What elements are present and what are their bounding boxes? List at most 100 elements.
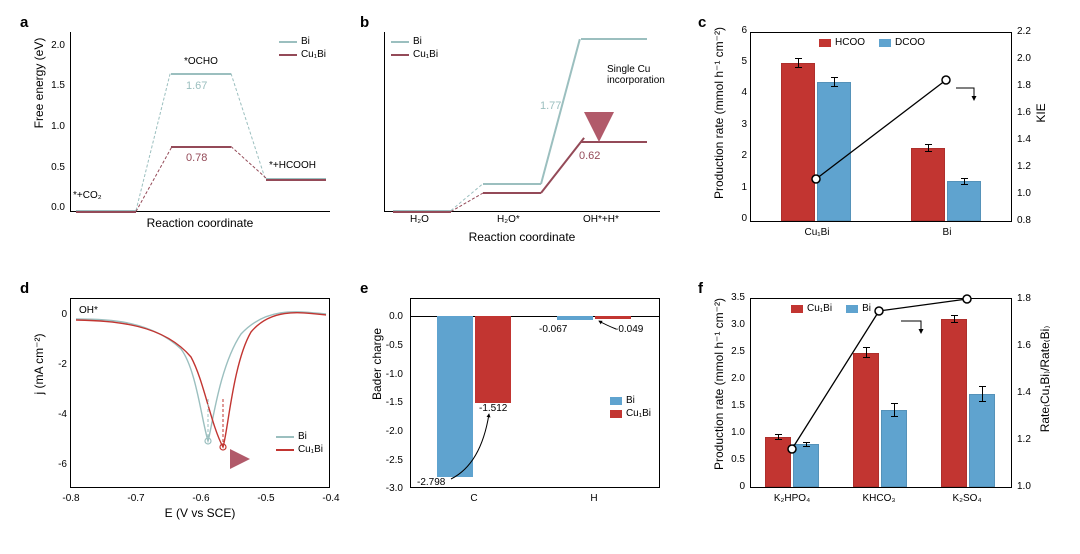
b-legend-bi: Bi xyxy=(391,36,438,47)
e-label-h-bi: -0.067 xyxy=(539,324,567,335)
panel-f-label: f xyxy=(698,280,703,297)
ytick: 0.0 xyxy=(35,202,65,213)
e-legend-bi-label: Bi xyxy=(626,395,635,406)
panel-d: d 0 -2 -4 -6 -0.8 -0.7 -0.6 -0.5 -0.4 xyxy=(20,284,350,534)
step-cubi-r1 xyxy=(136,147,172,211)
d-xtick: -0.8 xyxy=(62,493,79,504)
c-xtick: Bi xyxy=(943,227,952,238)
b-species-2: OH*+H* xyxy=(583,214,619,225)
d-legend-cubi: Cu₁Bi xyxy=(276,444,323,455)
legend-line-icon xyxy=(391,41,409,43)
c-ytick-r: 1.8 xyxy=(1017,80,1031,91)
swatch-icon xyxy=(879,39,891,47)
swatch-icon xyxy=(610,397,622,405)
panel-c-label: c xyxy=(698,14,706,31)
f-ytick-r: 1.2 xyxy=(1017,434,1031,445)
step-cubi-0 xyxy=(76,211,136,213)
f-ytick-r: 1.0 xyxy=(1017,481,1031,492)
f-xtick: KHCO₃ xyxy=(863,493,896,504)
panel-b-xlabel: Reaction coordinate xyxy=(384,230,660,244)
f-xtick: K₂HPO₄ xyxy=(774,493,810,504)
panel-c-legend: HCOO DCOO xyxy=(819,37,925,50)
d-legend-cubi-label: Cu₁Bi xyxy=(298,444,323,455)
e-legend-bi: Bi xyxy=(610,395,651,406)
f-legend-bi: Bi xyxy=(846,303,871,314)
panel-d-legend: Bi Cu₁Bi xyxy=(276,431,323,457)
c-ytick-r: 2.2 xyxy=(1017,26,1031,37)
e-ytick: -3.0 xyxy=(373,483,403,494)
panel-d-xlabel: E (V vs SCE) xyxy=(70,506,330,520)
b-species-1: H₂O* xyxy=(497,214,520,225)
f-legend-cubi: Cu₁Bi xyxy=(791,303,832,314)
b-legend-cubi-label: Cu₁Bi xyxy=(413,49,438,60)
panel-d-plot: 0 -2 -4 -6 -0.8 -0.7 -0.6 -0.5 -0.4 xyxy=(70,298,330,488)
d-ytick: -6 xyxy=(37,459,67,470)
d-xtick: -0.6 xyxy=(192,493,209,504)
f-xtick: K₂SO₄ xyxy=(952,493,981,504)
step-bi-r1 xyxy=(136,74,171,211)
panel-b-plot: Single Cu incorporation 1.77 0.62 H₂O H₂… xyxy=(384,32,660,212)
panel-e-ylabel: Bader charge xyxy=(370,289,384,439)
panel-f-ylabel-right: Rate₍Cu₁Bi₎/Rate₍Bi₎ xyxy=(1038,289,1052,469)
b-species-0: H₂O xyxy=(410,214,429,225)
e-legend-cubi: Cu₁Bi xyxy=(610,408,651,419)
b-legend-bi-label: Bi xyxy=(413,36,422,47)
value-cubi: 0.78 xyxy=(186,152,207,164)
panel-c: c 0 1 2 3 4 5 6 0.8 1.0 1.2 1.4 1.6 1.8 … xyxy=(698,18,1063,263)
panel-b-label: b xyxy=(360,14,369,31)
legend-cubi: Cu₁Bi xyxy=(279,49,326,60)
species-1: *OCHO xyxy=(184,56,218,67)
legend-line-icon xyxy=(276,436,294,438)
panel-e-label: e xyxy=(360,280,368,297)
panel-f-legend: Cu₁Bi Bi xyxy=(791,303,871,316)
step-cubi-1 xyxy=(171,146,231,148)
panel-d-curves xyxy=(71,299,331,489)
panel-a-ylabel: Free energy (eV) xyxy=(32,0,46,168)
swatch-icon xyxy=(791,305,803,313)
legend-line-icon xyxy=(279,54,297,56)
e-label-h-cubi: -0.049 xyxy=(615,324,643,335)
panel-b: b xyxy=(360,18,680,263)
panel-c-plot: 0 1 2 3 4 5 6 0.8 1.0 1.2 1.4 1.6 1.8 2.… xyxy=(750,32,1012,222)
swatch-icon xyxy=(846,305,858,313)
e-label-c-bi: -2.798 xyxy=(417,477,445,488)
c-legend-dcoo: DCOO xyxy=(879,37,925,48)
e-xtick: C xyxy=(470,493,477,504)
panel-a-legend: Bi Cu₁Bi xyxy=(279,36,326,62)
f-legend-bi-label: Bi xyxy=(862,303,871,314)
e-label-c-cubi: -1.512 xyxy=(479,403,507,414)
b-value-bottom: 0.62 xyxy=(579,150,600,162)
species-0: *+CO₂ xyxy=(73,190,102,201)
c-legend-hcoo: HCOO xyxy=(819,37,865,48)
b-legend-cubi: Cu₁Bi xyxy=(391,49,438,60)
legend-line-icon xyxy=(276,449,294,451)
c-xtick: Cu₁Bi xyxy=(804,227,829,238)
panel-a-plot: 0.0 0.5 1.0 1.5 2.0 1.67 0.78 *+CO₂ *OCH xyxy=(70,32,330,212)
legend-bi: Bi xyxy=(279,36,326,47)
c-legend-hcoo-label: HCOO xyxy=(835,37,865,48)
step-bi-1 xyxy=(171,73,231,75)
c-ytick-r: 1.2 xyxy=(1017,161,1031,172)
c-ytick-r: 1.4 xyxy=(1017,134,1031,145)
panel-a: a 0.0 0.5 1.0 1.5 2.0 1.67 0.78 xyxy=(20,18,350,263)
d-xtick: -0.4 xyxy=(322,493,339,504)
d-text: OH* xyxy=(79,305,98,316)
panel-c-ylabel-left: Production rate (mmol h⁻¹ cm⁻²) xyxy=(712,18,726,208)
e-legend-cubi-label: Cu₁Bi xyxy=(626,408,651,419)
species-2: *+HCOOH xyxy=(269,160,316,171)
legend-line-icon xyxy=(279,41,297,43)
f-ytick-r: 1.6 xyxy=(1017,340,1031,351)
panel-e: e 0.0 -0.5 -1.0 -1.5 -2.0 -2.5 -3.0 -2.7… xyxy=(360,284,680,534)
b-value-top: 1.77 xyxy=(540,100,561,112)
c-ytick-r: 0.8 xyxy=(1017,215,1031,226)
d-xtick: -0.5 xyxy=(257,493,274,504)
f-ytick-r: 1.4 xyxy=(1017,387,1031,398)
swatch-icon xyxy=(610,410,622,418)
panel-f: f 0 0.5 1.0 1.5 2.0 2.5 3.0 3.5 1.0 1.2 … xyxy=(698,284,1063,534)
panel-d-label: d xyxy=(20,280,29,297)
b-arrow-text: Single Cu incorporation xyxy=(607,64,657,86)
panel-f-plot: 0 0.5 1.0 1.5 2.0 2.5 3.0 3.5 1.0 1.2 1.… xyxy=(750,298,1012,488)
d-legend-bi-label: Bi xyxy=(298,431,307,442)
c-ytick-r: 1.0 xyxy=(1017,188,1031,199)
panel-d-ylabel: j (mA cm⁻²) xyxy=(32,289,46,439)
